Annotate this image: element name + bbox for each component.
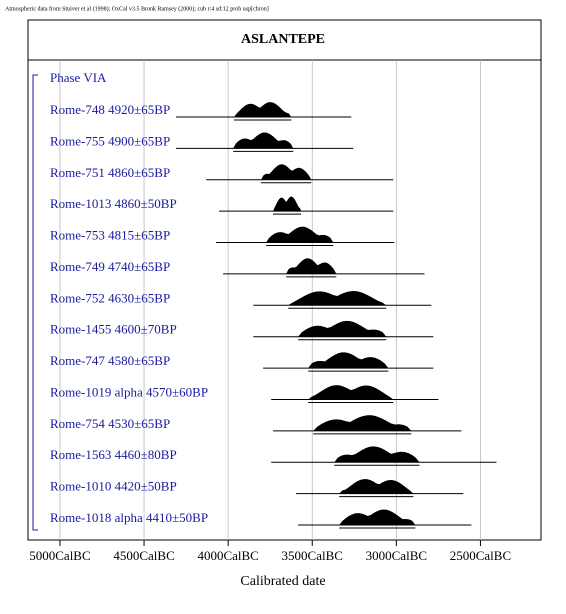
row-label: Rome-748 4920±65BP (50, 102, 170, 117)
probability-distribution (339, 479, 414, 494)
x-tick-label: 3000CalBC (366, 548, 427, 563)
row-label: Rome-754 4530±65BP (50, 416, 170, 431)
probability-distribution (339, 509, 416, 525)
probability-distribution (261, 164, 312, 180)
row-label: Rome-1018 alpha 4410±50BP (50, 510, 208, 525)
probability-distribution (273, 196, 302, 212)
phase-bracket (32, 74, 38, 531)
chart-title: ASLANTEPE (241, 32, 325, 47)
group-label: Phase VIA (50, 70, 107, 85)
row-label: Rome-752 4630±65BP (50, 290, 170, 305)
probability-distribution (313, 415, 412, 431)
x-tick-label: 2500CalBC (450, 548, 511, 563)
probability-distribution (234, 102, 292, 117)
row-label: Rome-1563 4460±80BP (50, 447, 177, 462)
x-tick-label: 3500CalBC (282, 548, 343, 563)
probability-distribution (286, 258, 337, 274)
row-label: Rome-1455 4600±70BP (50, 322, 177, 337)
probability-distribution (308, 352, 389, 369)
x-tick-label: 4000CalBC (197, 548, 258, 563)
row-label: Rome-1013 4860±50BP (50, 196, 177, 211)
row-label: Rome-751 4860±65BP (50, 165, 170, 180)
row-label: Rome-747 4580±65BP (50, 353, 170, 368)
probability-distribution (334, 446, 420, 463)
row-label: Rome-753 4815±65BP (50, 228, 170, 243)
plot-frame (27, 19, 542, 541)
probability-distribution (288, 290, 387, 306)
note: Atmospheric data from Stuiver et al (199… (5, 5, 269, 12)
x-axis-label: Calibrated date (240, 574, 325, 589)
x-tick-label: 4500CalBC (113, 548, 174, 563)
row-label: Rome-755 4900±65BP (50, 133, 170, 148)
row-label: Rome-749 4740±65BP (50, 259, 170, 274)
x-tick-label: 5000CalBC (29, 548, 90, 563)
row-label: Rome-1019 alpha 4570±60BP (50, 384, 208, 399)
probability-distribution (233, 132, 294, 149)
probability-distribution (298, 320, 387, 337)
row-label: Rome-1010 4420±50BP (50, 479, 177, 494)
probability-distribution (266, 226, 334, 243)
probability-distribution (308, 385, 394, 400)
